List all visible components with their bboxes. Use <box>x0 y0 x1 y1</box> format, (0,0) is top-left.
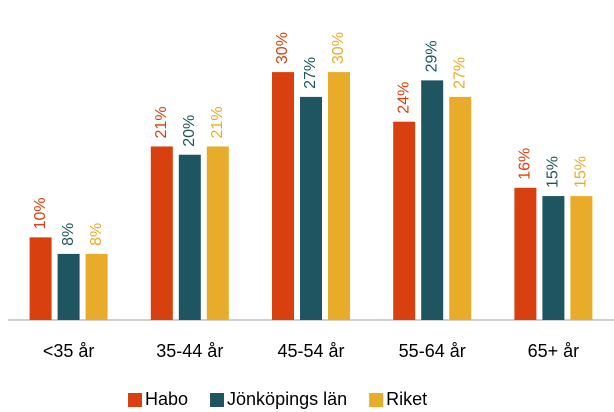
data-label: 15% <box>545 156 562 188</box>
bar <box>570 196 593 320</box>
data-label: 21% <box>153 106 170 138</box>
legend-label: Riket <box>386 389 427 409</box>
bar <box>85 253 108 320</box>
data-label: 8% <box>60 223 77 246</box>
legend-swatch <box>128 393 142 407</box>
bar <box>29 237 52 320</box>
bar <box>449 96 472 320</box>
x-tick-label: 55-64 år <box>399 341 466 361</box>
x-tick-label: 35-44 år <box>156 341 223 361</box>
bar <box>514 187 537 320</box>
bar <box>178 154 201 320</box>
data-label: 20% <box>181 115 198 147</box>
data-label: 24% <box>395 82 412 114</box>
bar <box>57 253 80 320</box>
data-label: 29% <box>423 40 440 72</box>
bar <box>393 121 416 321</box>
bar <box>421 80 444 320</box>
data-label: 16% <box>517 148 534 180</box>
legend-label: Jönköpings län <box>227 389 347 409</box>
bar <box>272 72 294 321</box>
x-tick-label: 45-54 år <box>277 341 344 361</box>
x-tick-label: <35 år <box>43 341 95 361</box>
data-label: 15% <box>573 156 590 188</box>
data-label: 21% <box>209 106 226 138</box>
data-label: 30% <box>274 32 291 64</box>
bar <box>150 146 173 320</box>
data-label: 30% <box>330 32 347 64</box>
data-label: 27% <box>302 57 319 89</box>
bar <box>206 146 229 320</box>
data-label: 10% <box>32 197 49 229</box>
bar <box>300 96 322 320</box>
data-label: 27% <box>451 57 468 89</box>
bar <box>542 196 565 320</box>
legend-swatch <box>210 393 225 407</box>
x-tick-label: 65+ år <box>528 341 580 361</box>
legend-label: Habo <box>145 389 188 409</box>
bar <box>328 72 350 321</box>
data-label: 8% <box>88 223 105 246</box>
legend-swatch <box>369 393 384 407</box>
